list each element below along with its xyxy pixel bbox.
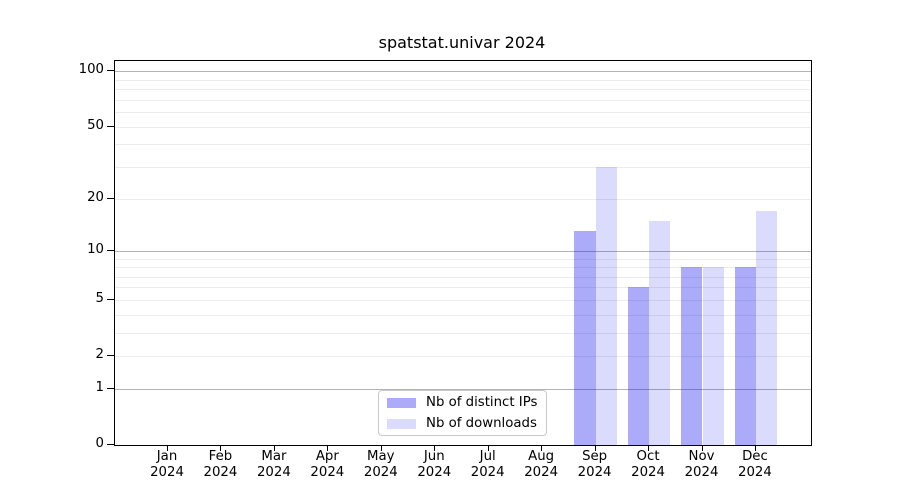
- bar-downloads: [595, 167, 617, 445]
- y-axis-tick: [107, 444, 114, 445]
- x-axis-tick-label: Aug 2024: [524, 449, 559, 480]
- bar-downloads: [649, 220, 671, 445]
- x-axis-tick-label: Jan 2024: [150, 449, 184, 480]
- gridline-minor: [115, 287, 811, 289]
- x-axis-tick-label: Nov 2024: [684, 449, 719, 480]
- x-axis-tick: [273, 445, 275, 451]
- x-axis-tick-label: Sep 2024: [577, 449, 612, 480]
- x-axis-tick: [487, 445, 489, 451]
- y-axis-tick: [107, 249, 114, 251]
- gridline-major: [115, 71, 811, 73]
- bar-distinct-ips: [574, 231, 596, 445]
- legend-label-downloads: Nb of downloads: [426, 415, 537, 431]
- y-axis-tick: [107, 125, 114, 127]
- legend-swatch-distinct-ips: [387, 397, 416, 408]
- x-axis-tick-label: May 2024: [363, 449, 398, 480]
- y-axis-tick-label: 20: [87, 189, 104, 205]
- x-axis-tick: [327, 445, 329, 451]
- bar-downloads: [755, 211, 778, 445]
- gridline-minor: [115, 299, 811, 301]
- x-axis-tick: [701, 445, 703, 451]
- gridline-minor: [115, 112, 811, 114]
- gridline-minor: [115, 267, 811, 269]
- x-axis-tick-label: Jun 2024: [417, 449, 452, 480]
- x-axis-tick: [648, 445, 650, 451]
- y-axis-tick-label: 50: [87, 117, 104, 133]
- legend-row-distinct-ips: Nb of distinct IPs: [387, 394, 546, 411]
- y-axis-tick: [107, 298, 114, 300]
- x-axis-tick: [434, 445, 436, 451]
- y-axis-tick: [107, 70, 114, 72]
- gridline-major: [115, 250, 811, 252]
- legend-label-distinct-ips: Nb of distinct IPs: [426, 394, 538, 410]
- legend: Nb of distinct IPs Nb of downloads: [378, 390, 547, 436]
- chart-title: spatstat.univar 2024: [378, 33, 546, 52]
- x-axis-tick-label: Jul 2024: [470, 449, 505, 480]
- gridline-minor: [115, 314, 811, 316]
- y-axis-tick-label: 1: [95, 379, 104, 395]
- gridline-minor: [115, 99, 811, 101]
- x-axis-tick-label: Apr 2024: [310, 449, 345, 480]
- y-axis-tick-label: 100: [78, 62, 104, 78]
- gridline-minor: [115, 144, 811, 146]
- legend-row-downloads: Nb of downloads: [387, 415, 546, 432]
- gridline-minor: [115, 198, 811, 200]
- gridline-minor: [115, 89, 811, 91]
- x-axis-tick: [594, 445, 596, 451]
- bar-downloads: [702, 267, 724, 445]
- y-axis-tick-label: 0: [95, 436, 104, 451]
- gridline-minor: [115, 126, 811, 128]
- y-axis-tick-label: 5: [95, 290, 104, 306]
- gridline-minor: [115, 79, 811, 81]
- legend-swatch-downloads: [387, 418, 416, 429]
- x-axis-tick: [220, 445, 222, 451]
- plot-area: [114, 60, 812, 446]
- gridline-minor: [115, 258, 811, 260]
- y-axis-tick-label: 10: [87, 241, 104, 257]
- x-axis-tick: [754, 445, 756, 451]
- x-axis-tick: [380, 445, 382, 451]
- x-axis-tick-label: Oct 2024: [631, 449, 665, 480]
- x-axis-tick: [541, 445, 543, 451]
- bar-distinct-ips: [681, 267, 703, 445]
- x-axis-tick-label: Mar 2024: [256, 449, 291, 480]
- x-axis-tick-label: Feb 2024: [203, 449, 238, 480]
- bar-distinct-ips: [627, 287, 650, 445]
- gridline-minor: [115, 332, 811, 334]
- y-axis-tick: [107, 197, 114, 199]
- gridline-minor: [115, 276, 811, 278]
- bar-distinct-ips: [734, 267, 756, 445]
- gridline-minor: [115, 356, 811, 358]
- gridline-minor: [115, 167, 811, 169]
- y-axis-tick: [107, 355, 114, 357]
- x-axis-tick-label: Dec 2024: [738, 449, 772, 480]
- gridline-major: [115, 388, 811, 390]
- x-axis-tick: [167, 445, 168, 451]
- y-axis-tick: [107, 387, 114, 389]
- y-axis-tick-label: 2: [95, 347, 104, 363]
